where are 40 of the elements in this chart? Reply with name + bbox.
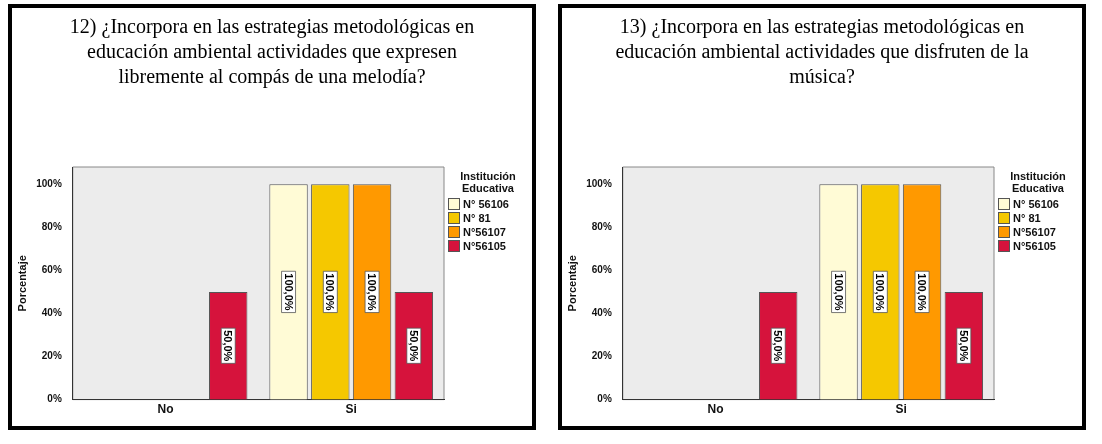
y-tick-label: 0%	[47, 393, 62, 405]
y-tick-label: 40%	[591, 307, 612, 319]
data-label: 100,0%	[916, 273, 929, 311]
legend-label: N° 56106	[463, 197, 509, 211]
data-label: 100,0%	[282, 273, 295, 311]
y-tick-label: 60%	[591, 264, 612, 276]
legend-label: N° 81	[463, 211, 491, 225]
x-tick-label: Si	[895, 402, 907, 417]
legend-label: N°56107	[1013, 225, 1056, 239]
data-label: 100,0%	[366, 273, 379, 311]
legend-label: N°56107	[463, 225, 506, 239]
data-label: 100,0%	[874, 273, 887, 311]
legend-label: N° 81	[1013, 211, 1041, 225]
data-label: 50,0%	[957, 330, 970, 362]
legend-label: N°56105	[1013, 239, 1056, 253]
y-tick-label: 80%	[591, 221, 612, 233]
y-tick-label: 100%	[36, 177, 62, 189]
y-tick-label: 80%	[41, 221, 62, 233]
data-label: 100,0%	[324, 273, 337, 311]
data-label: 50,0%	[222, 330, 235, 362]
y-tick-label: 60%	[41, 264, 62, 276]
legend-title: Institución Educativa	[459, 170, 517, 194]
legend-title: Institución Educativa	[1009, 170, 1067, 194]
y-tick-label: 40%	[41, 307, 62, 319]
chart-title: 12) ¿Incorpora en las estrategias metodológicas en educación ambiental actividades que expresen libremente al compás de una melodía?	[68, 14, 476, 90]
x-tick-label: No	[157, 402, 174, 417]
y-axis-title: Porcentaje	[565, 255, 578, 312]
y-tick-label: 100%	[586, 177, 612, 189]
x-tick-label: No	[707, 402, 724, 417]
legend-label: N° 56106	[1013, 197, 1059, 211]
data-label: 50,0%	[772, 330, 785, 362]
y-tick-label: 0%	[597, 393, 612, 405]
legend-label: N°56105	[463, 239, 506, 253]
x-tick-label: Si	[345, 402, 357, 417]
chart-title: 13) ¿Incorpora en las estrategias metodológicas en educación ambiental actividades que disfruten de la música?	[614, 14, 1030, 89]
y-tick-label: 20%	[41, 350, 62, 362]
y-axis-title: Porcentaje	[15, 255, 28, 312]
data-label: 50,0%	[407, 330, 420, 362]
data-label: 100,0%	[832, 273, 845, 311]
y-tick-label: 20%	[591, 350, 612, 362]
